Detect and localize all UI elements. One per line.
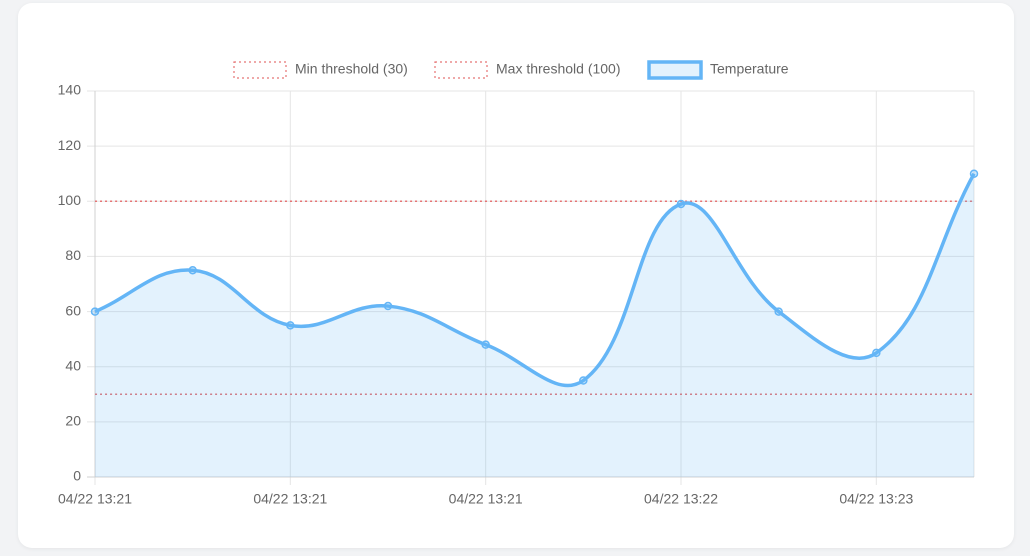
legend-label[interactable]: Max threshold (100) [496,61,621,77]
y-tick-label: 20 [65,413,81,429]
legend-swatch[interactable] [647,60,703,80]
x-tick-label: 04/22 13:22 [644,491,718,507]
data-point [872,348,881,358]
y-tick-label: 40 [65,357,81,373]
y-tick-label: 0 [73,468,81,484]
card [18,3,1014,548]
y-tick-label: 60 [65,302,81,318]
area-fill [95,173,974,477]
data-point [90,307,100,316]
data-point [286,321,295,330]
y-tick-label: 140 [58,82,82,98]
data-point [383,301,393,311]
legend-swatch[interactable] [233,61,287,79]
x-tick-label: 04/22 13:21 [449,491,523,507]
data-point [969,169,979,178]
data-point [579,376,588,385]
data-point [774,307,783,316]
x-tick-label: 04/22 13:23 [839,491,913,507]
data-point [676,199,686,209]
x-tick-label: 04/22 13:21 [253,491,327,507]
y-tick-label: 80 [65,247,81,263]
y-tick-label: 120 [58,137,82,153]
data-point [188,265,197,275]
y-tick-label: 100 [58,192,82,208]
legend-label[interactable]: Min threshold (30) [295,61,408,77]
data-point [481,340,490,349]
x-tick-label: 04/22 13:21 [58,491,132,507]
legend-swatch[interactable] [434,61,488,79]
data-line [94,172,976,388]
legend-label[interactable]: Temperature [710,61,789,77]
